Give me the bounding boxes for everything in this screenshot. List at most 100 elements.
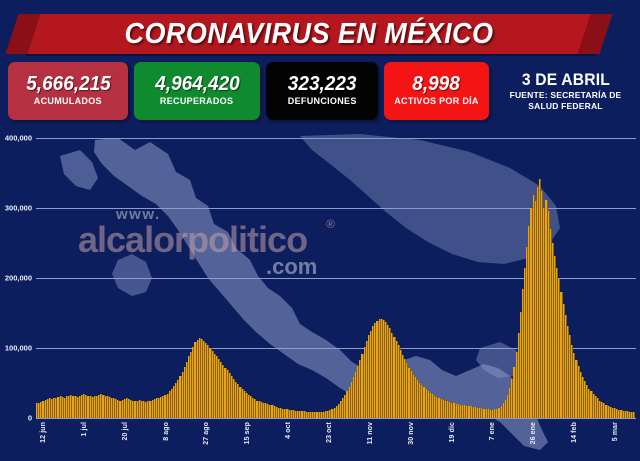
bar xyxy=(265,403,268,418)
bar xyxy=(241,388,244,418)
bar xyxy=(143,401,146,418)
bar xyxy=(472,406,475,418)
x-axis-tick-label: 19 dic xyxy=(448,422,456,443)
bar xyxy=(292,410,296,418)
bar xyxy=(331,408,334,418)
bar xyxy=(194,342,197,418)
bar xyxy=(365,341,368,418)
bar xyxy=(500,405,503,418)
bar xyxy=(93,396,96,418)
bar xyxy=(558,279,561,418)
bar xyxy=(397,345,400,418)
bar xyxy=(344,394,347,418)
bar xyxy=(286,409,289,418)
bar xyxy=(457,404,460,418)
bar xyxy=(528,225,531,418)
bar xyxy=(320,411,323,418)
bar xyxy=(91,397,94,418)
bar xyxy=(226,370,229,418)
bar xyxy=(85,394,88,418)
x-axis-tick-label: 11 nov xyxy=(366,422,374,445)
bar xyxy=(301,411,304,418)
bar xyxy=(391,332,394,418)
bar xyxy=(128,399,131,418)
bar xyxy=(584,380,587,418)
bar xyxy=(149,400,152,418)
bar xyxy=(314,411,317,418)
x-axis-tick-labels: 12 jun 1 jul 20 jul 8 ago 27 ago 15 sep 4 oct 2… xyxy=(36,420,636,461)
bar xyxy=(337,403,340,418)
x-axis-tick-label: 8 ago xyxy=(162,422,170,441)
x-axis-tick-label: 20 jul xyxy=(121,422,129,441)
bar xyxy=(164,394,167,418)
bar xyxy=(618,409,621,418)
bar xyxy=(543,208,546,418)
bar xyxy=(451,402,454,418)
bar xyxy=(192,346,195,418)
bar xyxy=(162,396,165,418)
stat-label-acumulados: ACUMULADOS xyxy=(33,96,103,107)
bar xyxy=(173,385,176,418)
bar xyxy=(222,364,225,418)
bar xyxy=(262,402,266,418)
bar xyxy=(220,362,223,418)
bar xyxy=(384,322,388,418)
y-axis-tick-label: 200,000 xyxy=(4,273,32,283)
bar xyxy=(68,395,71,418)
bar xyxy=(245,392,248,418)
stats-row: 5,666,215 ACUMULADOS 4,964,420 RECUPERAD… xyxy=(8,62,632,120)
bar xyxy=(235,381,238,418)
bar xyxy=(202,341,206,418)
bar xyxy=(179,376,182,418)
bar xyxy=(80,394,84,418)
bar xyxy=(581,376,584,418)
bar xyxy=(57,397,60,418)
bar xyxy=(410,371,413,418)
bar xyxy=(575,359,578,418)
bar xyxy=(560,292,563,418)
bar xyxy=(395,341,398,418)
bar xyxy=(449,401,452,418)
bar xyxy=(145,401,148,418)
bar xyxy=(110,397,114,418)
bar xyxy=(541,190,544,418)
bar xyxy=(372,326,375,418)
gridline xyxy=(36,138,636,139)
bar xyxy=(297,411,300,418)
bar xyxy=(282,408,285,418)
bar xyxy=(436,397,439,418)
bar xyxy=(187,356,191,418)
x-axis-tick-label: 1 jul xyxy=(80,422,88,437)
bar xyxy=(38,402,41,418)
x-axis-tick-label: 15 sep xyxy=(244,422,252,445)
bar xyxy=(299,411,302,418)
bar xyxy=(504,399,507,418)
bar xyxy=(603,403,606,418)
source-block: 3 DE ABRIL FUENTE: SECRETARÍA DE SALUD F… xyxy=(495,62,632,120)
bar xyxy=(438,398,441,418)
bar xyxy=(596,398,599,418)
bar xyxy=(258,401,261,418)
bar xyxy=(421,385,424,418)
bar xyxy=(339,401,343,418)
bar xyxy=(506,394,510,418)
x-axis-tick-label: 5 mar xyxy=(612,422,620,442)
source-line-1: FUENTE: SECRETARÍA DE xyxy=(509,90,622,101)
bar xyxy=(404,359,407,418)
bar xyxy=(115,399,118,418)
bar xyxy=(613,408,617,418)
x-axis-tick-label: 7 ene xyxy=(489,422,497,441)
bar xyxy=(483,408,486,418)
bar xyxy=(524,267,527,418)
bar xyxy=(590,391,593,418)
bar xyxy=(215,356,218,418)
stat-label-activos: ACTIVOS POR DÍA xyxy=(394,96,479,107)
bar xyxy=(271,405,274,418)
stat-value-recuperados: 4,964,420 xyxy=(154,73,240,95)
bar xyxy=(78,396,81,418)
bar xyxy=(609,406,612,418)
bar xyxy=(342,398,345,418)
bar xyxy=(74,396,77,418)
bar xyxy=(554,255,557,418)
